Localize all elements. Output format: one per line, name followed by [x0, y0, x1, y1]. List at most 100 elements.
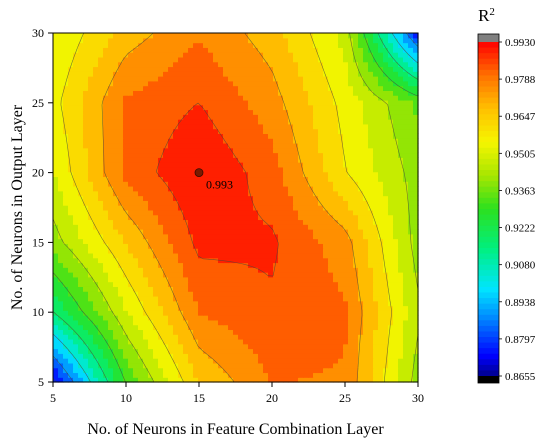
contour-cell	[228, 338, 234, 345]
contour-cell	[353, 362, 359, 369]
contour-cell	[233, 195, 239, 201]
contour-cell	[98, 142, 104, 149]
contour-cell	[63, 291, 69, 297]
contour-cell	[103, 315, 109, 321]
contour-cell	[348, 343, 354, 350]
contour-cell	[98, 190, 104, 197]
contour-cell	[58, 310, 64, 316]
contour-cell	[63, 152, 69, 158]
contour-cell	[138, 185, 144, 192]
contour-cell	[378, 109, 384, 115]
contour-cell	[113, 319, 119, 326]
contour-cell	[248, 176, 254, 182]
contour-cell	[83, 219, 89, 225]
contour-cell	[353, 90, 359, 96]
contour-cell	[113, 76, 119, 82]
contour-cell	[223, 214, 229, 221]
contour-cell	[218, 224, 224, 230]
contour-cell	[303, 257, 309, 264]
contour-cell	[323, 281, 329, 287]
contour-cell	[133, 147, 139, 154]
contour-cell	[53, 209, 59, 216]
contour-cell	[153, 334, 159, 340]
contour-cell	[133, 195, 139, 201]
contour-cell	[393, 238, 399, 244]
contour-cell	[408, 195, 414, 201]
contour-cell	[93, 362, 99, 369]
contour-cell	[313, 109, 319, 115]
contour-cell	[113, 80, 119, 87]
contour-cell	[128, 181, 134, 187]
contour-cell	[363, 257, 369, 264]
contour-cell	[323, 233, 329, 240]
contour-cell	[353, 85, 359, 91]
contour-cell	[278, 185, 284, 192]
contour-cell	[273, 114, 279, 120]
contour-cell	[318, 95, 324, 101]
contour-cell	[388, 343, 394, 350]
contour-cell	[308, 66, 314, 72]
contour-cell	[323, 252, 329, 259]
contour-cell	[308, 334, 314, 340]
contour-cell	[353, 209, 359, 216]
contour-cell	[373, 257, 379, 264]
contour-cell	[373, 80, 379, 87]
contour-cell	[383, 310, 389, 316]
contour-cell	[273, 243, 279, 249]
contour-cell	[148, 267, 154, 273]
contour-cell	[393, 252, 399, 259]
contour-cell	[288, 56, 294, 63]
contour-cell	[273, 358, 279, 364]
contour-cell	[78, 219, 84, 225]
contour-cell	[363, 372, 369, 378]
contour-cell	[153, 95, 159, 101]
contour-cell	[78, 286, 84, 292]
contour-cell	[238, 229, 244, 235]
contour-cell	[208, 343, 214, 350]
contour-cell	[233, 190, 239, 197]
contour-cell	[348, 286, 354, 292]
contour-cell	[178, 133, 184, 139]
contour-cell	[303, 310, 309, 316]
contour-cell	[153, 123, 159, 130]
contour-cell	[313, 334, 319, 340]
contour-cell	[88, 147, 94, 154]
contour-cell	[373, 76, 379, 82]
contour-cell	[338, 281, 344, 287]
contour-cell	[138, 276, 144, 283]
contour-cell	[213, 200, 219, 206]
contour-cell	[353, 272, 359, 278]
contour-cell	[168, 200, 174, 206]
contour-cell	[308, 295, 314, 302]
contour-cell	[298, 229, 304, 235]
contour-cell	[138, 190, 144, 197]
contour-cell	[168, 114, 174, 120]
contour-cell	[283, 90, 289, 96]
contour-cell	[333, 104, 339, 111]
contour-cell	[208, 305, 214, 311]
contour-cell	[393, 109, 399, 115]
contour-cell	[178, 338, 184, 345]
contour-cell	[368, 119, 374, 125]
contour-cell	[258, 142, 264, 149]
contour-cell	[243, 209, 249, 216]
contour-cell	[393, 119, 399, 125]
contour-cell	[118, 162, 124, 168]
contour-cell	[248, 99, 254, 106]
contour-cell	[203, 305, 209, 311]
contour-cell	[283, 128, 289, 134]
contour-cell	[293, 338, 299, 345]
contour-cell	[313, 133, 319, 139]
contour-cell	[73, 267, 79, 273]
contour-cell	[153, 295, 159, 302]
contour-cell	[218, 171, 224, 178]
contour-cell	[218, 319, 224, 326]
contour-cell	[168, 209, 174, 216]
contour-cell	[373, 209, 379, 216]
contour-cell	[408, 162, 414, 168]
contour-cell	[298, 286, 304, 292]
contour-cell	[348, 377, 354, 383]
contour-cell	[173, 66, 179, 72]
contour-cell	[348, 233, 354, 240]
contour-cell	[413, 162, 419, 168]
